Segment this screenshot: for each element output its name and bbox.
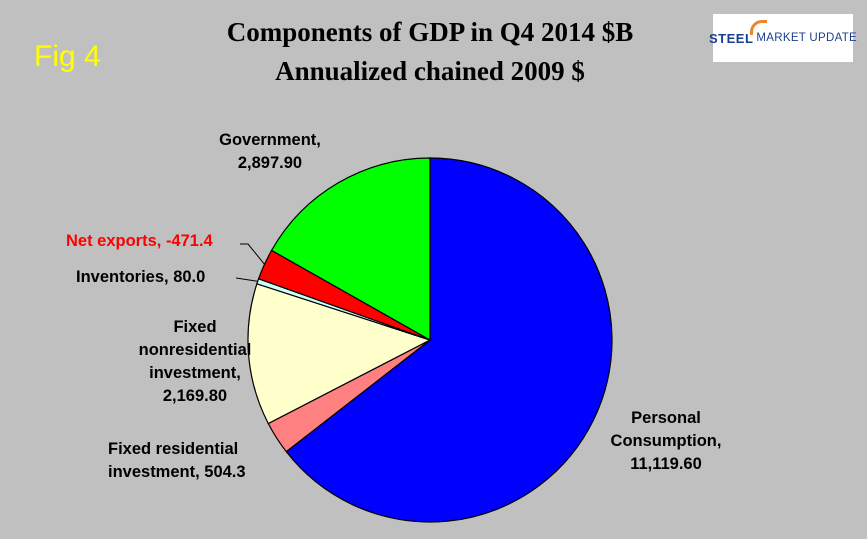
chart-title: Components of GDP in Q4 2014 $B [226,17,634,47]
label-line: investment, [149,364,241,382]
label-line: investment, 504.3 [108,463,246,481]
label-line: Consumption, [610,432,722,450]
label-fixed-nonresidential: Fixed nonresidential investment, 2,169.8… [120,316,270,408]
label-line: 2,897.90 [237,154,303,172]
logo-text-rest: MARKET UPDATE [756,32,858,44]
label-line: nonresidential [138,341,252,359]
label-line: Fixed residential [108,440,239,458]
label-line: Government, [219,131,321,149]
chart-subtitle: Annualized chained 2009 $ [275,56,585,86]
pie-slice-government [270,157,431,342]
logo-text-bold: STEEL [709,30,754,46]
label-line: Personal [631,409,701,427]
label-line: 2,169.80 [162,387,228,405]
leader-line-net-exports [240,243,265,265]
label-line: Inventories, 80.0 [76,268,206,286]
steel-market-update-logo: STEEL MARKET UPDATE [709,14,857,62]
fig-label: Fig 4 [34,40,101,73]
label-fixed-residential: Fixed residential investment, 504.3 [108,438,246,484]
label-line: Net exports, -471.4 [66,232,213,250]
logo-swoosh-icon [750,20,767,35]
label-personal-consumption: Personal Consumption, 11,119.60 [601,407,731,476]
label-inventories: Inventories, 80.0 [76,266,205,289]
label-government: Government, 2,897.90 [195,129,345,175]
label-net-exports: Net exports, -471.4 [66,230,213,253]
leader-line-inventories [235,277,258,282]
label-line: Fixed [173,318,217,336]
label-line: 11,119.60 [630,455,702,473]
pie-slice-fixed-nonresidential-investment [247,283,432,425]
pie-slice-personal-consumption [285,157,613,523]
